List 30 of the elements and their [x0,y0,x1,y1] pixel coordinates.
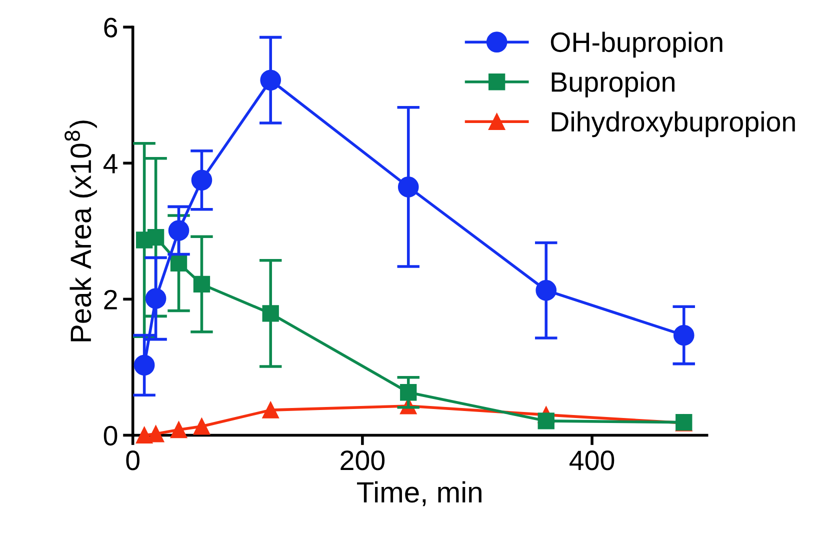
point [538,412,554,430]
point [168,220,190,241]
point [170,254,188,272]
y-tick-label: 6 [104,18,118,38]
point [193,276,210,293]
point [262,305,279,322]
point [191,170,212,191]
point [134,354,155,376]
y-axis-title: Peak Area (x10$^{8}$) [64,120,97,342]
x-tick-label: 0 [126,450,140,470]
point [136,426,153,444]
point [147,228,164,246]
point [170,421,188,438]
point [145,288,166,309]
x-axis-title: Time, min [357,481,482,506]
point [673,324,694,346]
point [193,418,210,435]
point [260,70,282,91]
point [398,176,419,198]
y-tick-label: 0 [104,426,118,446]
point [536,280,557,301]
legend-label: OH-bupropion [550,32,722,58]
y-tick-label: 4 [103,154,118,174]
y-tick-label: 2 [104,290,117,310]
point [400,384,417,401]
legend-label: Bupropion [552,71,674,98]
legend-label: Dihydroxybupropion [552,111,795,138]
point [262,402,279,418]
x-tick-label: 400 [570,450,614,470]
x-tick-label: 200 [340,450,385,470]
